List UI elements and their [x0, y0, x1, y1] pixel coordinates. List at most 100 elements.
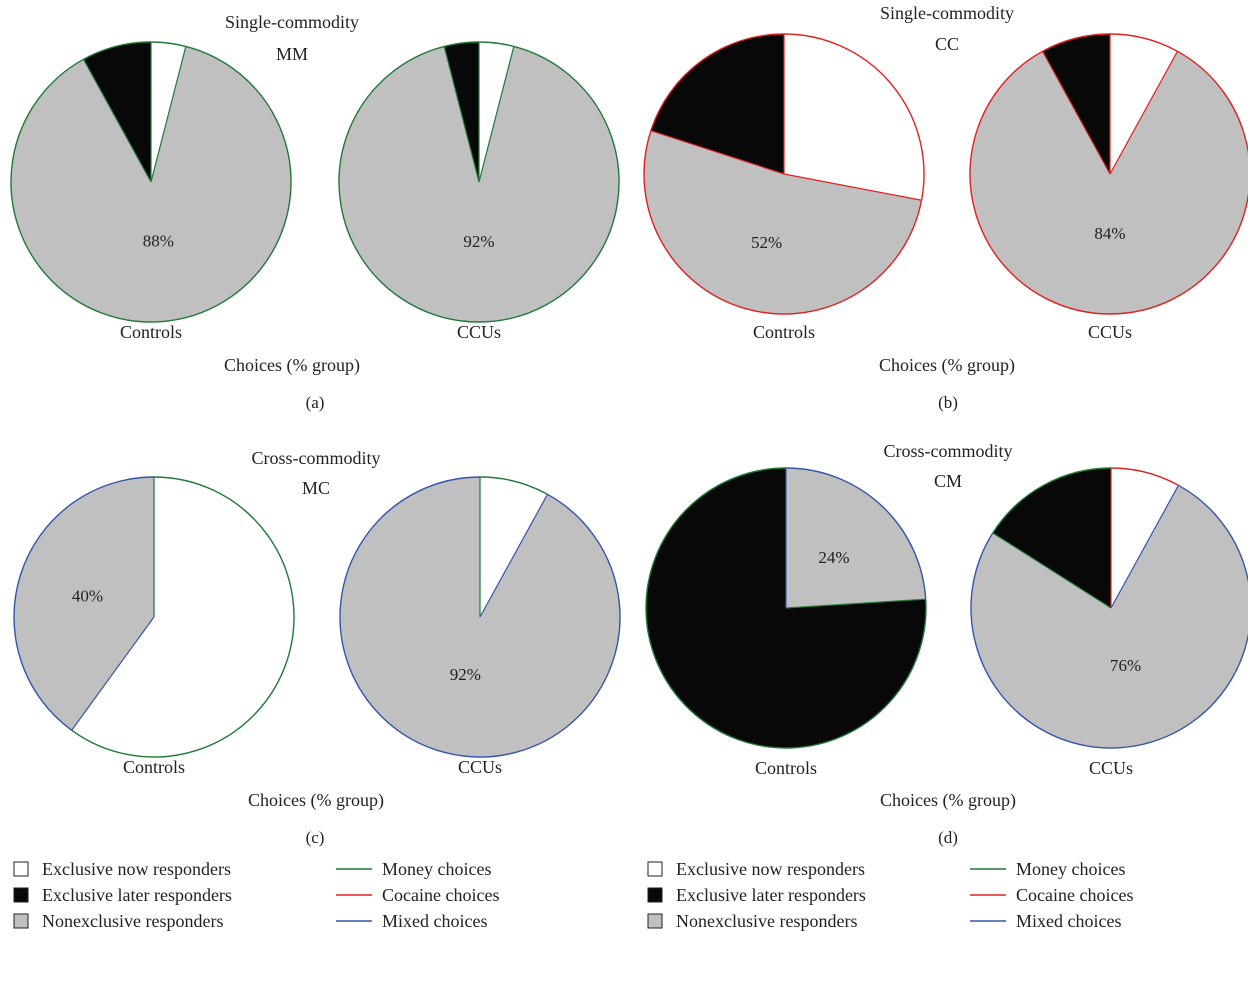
- legend-label-nonexclusive: Nonexclusive responders: [42, 911, 223, 931]
- pie-arc-money: [338, 45, 620, 323]
- pie-ccus: 92%: [338, 41, 620, 323]
- pie-slice-nonexclusive: [970, 485, 1248, 748]
- pie-group-label: Controls: [755, 758, 817, 778]
- pie-controls: 40%: [13, 476, 295, 758]
- pie-radius-money: [785, 598, 926, 609]
- pie-group-label: Controls: [753, 322, 815, 342]
- pie-radius-money: [478, 46, 515, 183]
- legend-swatch-now: [13, 861, 29, 877]
- pie-radius-mixed: [71, 616, 155, 731]
- pie-arc-mixed: [339, 476, 621, 758]
- pie-ccus: 92%: [339, 476, 621, 758]
- pie-radius-mixed: [1110, 485, 1179, 609]
- pie-group-label: CCUs: [1089, 758, 1133, 778]
- pie-panel-b: Single-commodity CC 52% Controls 84% CCUs Choi…: [643, 3, 1248, 412]
- pie-radius-cocaine: [1109, 51, 1178, 175]
- pie-arc-money: [71, 476, 295, 758]
- pie-slice-now: [784, 34, 924, 201]
- panel-title-line2: MC: [302, 478, 330, 498]
- pie-slice-nonexclusive: [643, 130, 922, 314]
- pie-panel-a: Single-commodity MM 88% Controls 92% CCUs Choi…: [10, 12, 620, 412]
- legend-swatch-later: [647, 887, 663, 903]
- pie-slice-nonexclusive: [10, 46, 291, 323]
- legend-label-money: Money choices: [382, 859, 491, 879]
- pie-arc-cocaine: [969, 50, 1248, 315]
- panel-title-line2: MM: [276, 44, 308, 64]
- legend-swatch-now: [647, 861, 663, 877]
- panel-label: (a): [306, 393, 325, 412]
- pie-controls: 52%: [643, 33, 925, 315]
- legends: Exclusive now responders Exclusive later …: [13, 859, 1133, 931]
- pie-arc-mixed: [785, 467, 927, 600]
- pie-controls: 88%: [10, 41, 292, 323]
- pie-ccus: 84%: [969, 33, 1248, 315]
- pie-arc-mixed: [970, 484, 1248, 749]
- pie-group-label: CCUs: [1088, 322, 1132, 342]
- pie-radius-money: [83, 59, 152, 183]
- pie-slice-later: [1042, 34, 1110, 174]
- legend-label-cocaine: Cocaine choices: [382, 885, 499, 905]
- pie-radius-money: [150, 46, 187, 183]
- legend-label-mixed: Mixed choices: [1016, 911, 1121, 931]
- pie-slice-nonexclusive: [786, 468, 926, 608]
- pie-panel-c: Cross-commodity MC 40% Controls 92% CCUs Choic…: [13, 448, 621, 847]
- legend-left: Exclusive now responders Exclusive later …: [13, 859, 499, 931]
- pie-percent-label: 88%: [143, 231, 174, 250]
- pie-arc-cocaine: [643, 130, 923, 315]
- legend-swatch-nonexclusive: [13, 913, 29, 929]
- pie-arc-cocaine: [1109, 33, 1178, 52]
- pie-group-label: CCUs: [457, 322, 501, 342]
- pie-percent-label: 84%: [1094, 224, 1125, 243]
- pie-slice-later: [650, 34, 784, 174]
- panel-xlabel: Choices (% group): [880, 790, 1016, 811]
- pie-slice-nonexclusive: [970, 51, 1248, 314]
- pie-arc-money: [645, 467, 927, 749]
- pie-radius-cocaine: [650, 130, 785, 175]
- legend-swatch-nonexclusive: [647, 913, 663, 929]
- pie-slice-now: [480, 477, 548, 617]
- pie-slice-now: [1111, 468, 1179, 608]
- pie-arc-cocaine: [783, 33, 925, 201]
- pie-arc-cocaine: [1042, 33, 1111, 52]
- legend-label-mixed: Mixed choices: [382, 911, 487, 931]
- pie-percent-label: 52%: [751, 233, 782, 252]
- panel-title-line2: CC: [935, 34, 959, 54]
- pie-slice-later: [83, 42, 151, 182]
- pie-slice-nonexclusive: [339, 46, 619, 323]
- panel-title-line1: Single-commodity: [880, 3, 1014, 23]
- panel-title-line2: CM: [934, 471, 962, 491]
- legend-label-nonexclusive: Nonexclusive responders: [676, 911, 857, 931]
- pie-arc-money: [992, 467, 1112, 534]
- pie-slice-now: [1110, 34, 1178, 174]
- pie-controls: 24%: [645, 467, 927, 749]
- pie-group-label: Controls: [120, 322, 182, 342]
- pie-radius-cocaine: [783, 173, 922, 201]
- pie-radius-money: [992, 532, 1112, 609]
- pie-slice-later: [992, 468, 1111, 608]
- chart-panels: Single-commodity MM 88% Controls 92% CCUs Choi…: [10, 3, 1248, 847]
- legend-label-now: Exclusive now responders: [42, 859, 231, 879]
- panel-label: (d): [938, 828, 958, 847]
- pie-panel-d: Cross-commodity CM 24% Controls 76% CCUs Choic…: [645, 441, 1248, 847]
- pie-radius-money: [443, 46, 480, 183]
- panel-title-line1: Cross-commodity: [884, 441, 1013, 461]
- pie-radius-mixed: [479, 494, 548, 618]
- panel-xlabel: Choices (% group): [248, 790, 384, 811]
- pie-arc-money: [10, 45, 292, 323]
- panel-label: (c): [306, 828, 325, 847]
- pie-slice-nonexclusive: [14, 477, 154, 731]
- legend-swatch-later: [13, 887, 29, 903]
- legend-label-cocaine: Cocaine choices: [1016, 885, 1133, 905]
- pie-arc-cocaine: [1110, 467, 1179, 486]
- pie-arc-cocaine: [650, 33, 785, 131]
- pie-percent-label: 92%: [450, 665, 481, 684]
- pie-group-label: CCUs: [458, 757, 502, 777]
- pie-slice-now: [71, 477, 295, 757]
- legend-label-now: Exclusive now responders: [676, 859, 865, 879]
- legend-label-later: Exclusive later responders: [676, 885, 866, 905]
- pie-percent-label: 24%: [818, 548, 849, 567]
- panel-xlabel: Choices (% group): [879, 355, 1015, 376]
- legend-label-money: Money choices: [1016, 859, 1125, 879]
- pie-group-label: Controls: [123, 757, 185, 777]
